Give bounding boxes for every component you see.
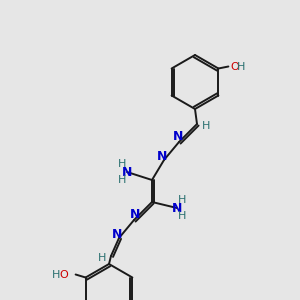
Text: N: N	[122, 166, 132, 178]
Text: O: O	[59, 269, 68, 280]
Text: N: N	[172, 202, 182, 214]
Text: O: O	[230, 61, 239, 71]
Text: H: H	[118, 159, 126, 169]
Text: N: N	[173, 130, 183, 143]
Text: H: H	[237, 61, 246, 71]
Text: N: N	[112, 229, 122, 242]
Text: H: H	[202, 121, 210, 131]
Text: N: N	[157, 151, 167, 164]
Text: H: H	[178, 195, 186, 205]
Text: H: H	[98, 253, 106, 263]
Text: N: N	[130, 208, 140, 221]
Text: H: H	[118, 175, 126, 185]
Text: H: H	[51, 269, 60, 280]
Text: H: H	[178, 211, 186, 221]
